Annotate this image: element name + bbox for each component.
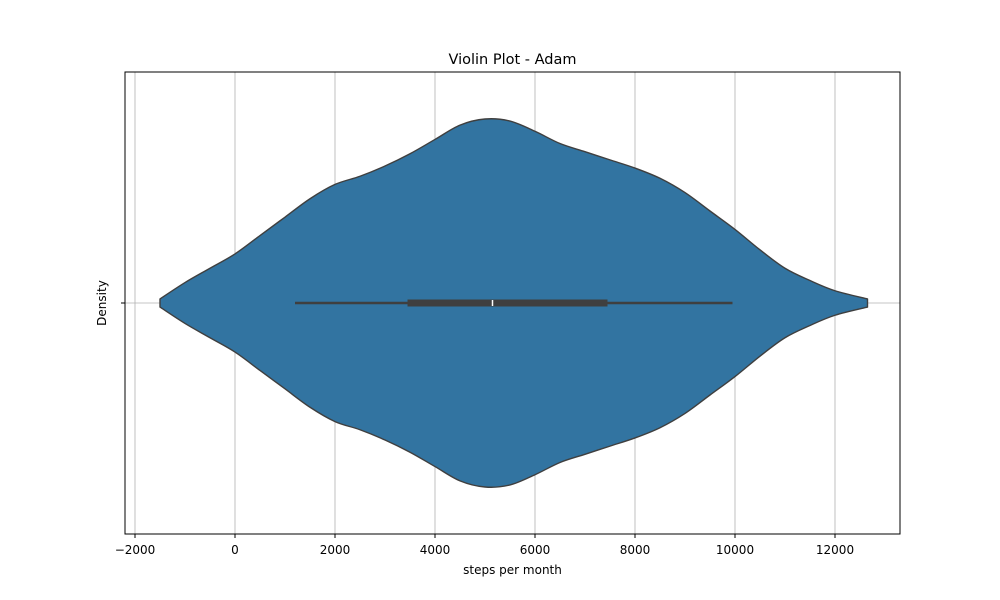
iqr-box xyxy=(407,299,608,307)
x-tick-label: 2000 xyxy=(320,543,351,557)
x-tick-label: 0 xyxy=(231,543,239,557)
x-axis-ticks: −2000 0 2000 4000 6000 8000 10000 12000 xyxy=(115,534,854,557)
box-layer xyxy=(295,299,733,307)
x-tick-label: 10000 xyxy=(716,543,754,557)
x-tick-label: 8000 xyxy=(620,543,651,557)
x-tick-label: 6000 xyxy=(520,543,551,557)
x-tick-label: 12000 xyxy=(816,543,854,557)
x-tick-label: 4000 xyxy=(420,543,451,557)
x-axis-title: steps per month xyxy=(463,563,562,577)
x-tick-label: −2000 xyxy=(115,543,156,557)
y-axis-title: Density xyxy=(95,280,109,326)
chart-title: Violin Plot - Adam xyxy=(448,52,576,68)
